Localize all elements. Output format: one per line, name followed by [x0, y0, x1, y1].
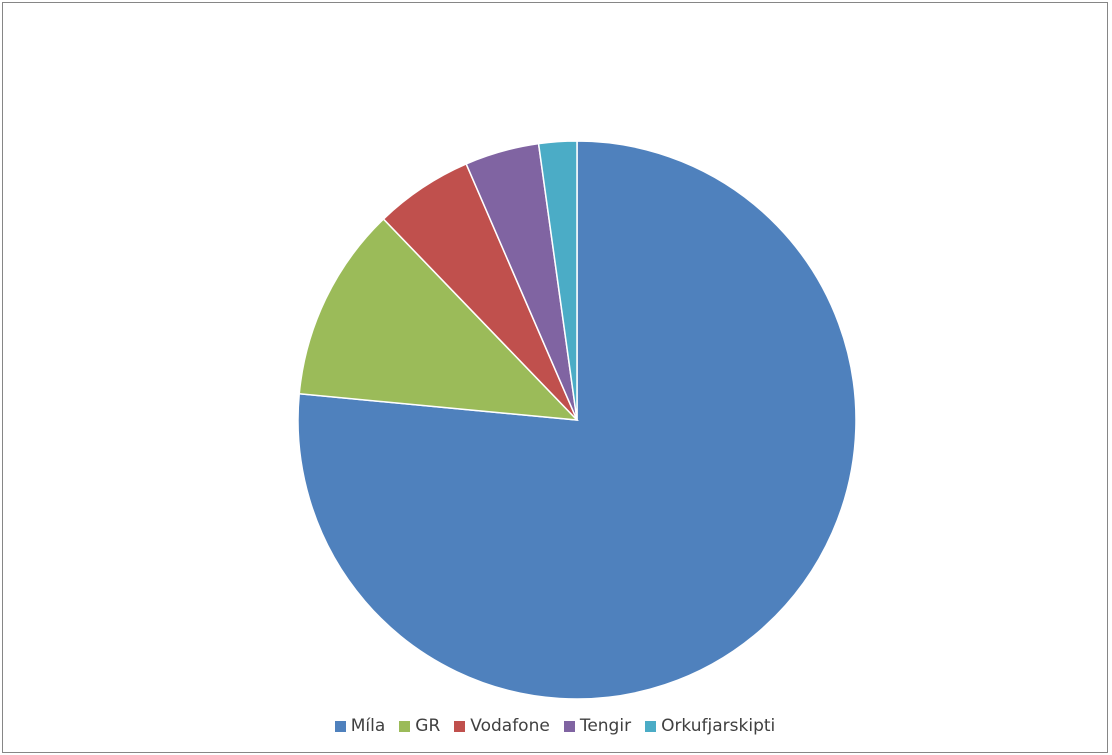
pie-chart: [297, 140, 857, 700]
legend-label: Míla: [350, 716, 386, 736]
legend-item: Orkufjarskipti: [645, 716, 775, 736]
legend-swatch: [399, 720, 411, 732]
legend-swatch: [563, 720, 575, 732]
legend-label: GR: [415, 716, 441, 736]
legend-item: GR: [399, 716, 440, 736]
pie-slice-4: [537, 140, 578, 421]
pie-slice-1: [298, 217, 579, 421]
legend-label: Vodafone: [470, 716, 550, 736]
legend-label: Tengir: [579, 716, 632, 736]
legend-item: Vodafone: [454, 716, 550, 736]
chart-legend: Míla GR Vodafone Tengir Orkufjarskipti: [3, 716, 1107, 736]
legend-swatch: [645, 720, 657, 732]
legend-swatch: [334, 720, 346, 732]
legend-item: Tengir: [563, 716, 632, 736]
pie-slice-0: [297, 140, 857, 700]
legend-label: Orkufjarskipti: [661, 716, 776, 736]
legend-swatch: [454, 720, 466, 732]
legend-item: Míla: [334, 716, 386, 736]
